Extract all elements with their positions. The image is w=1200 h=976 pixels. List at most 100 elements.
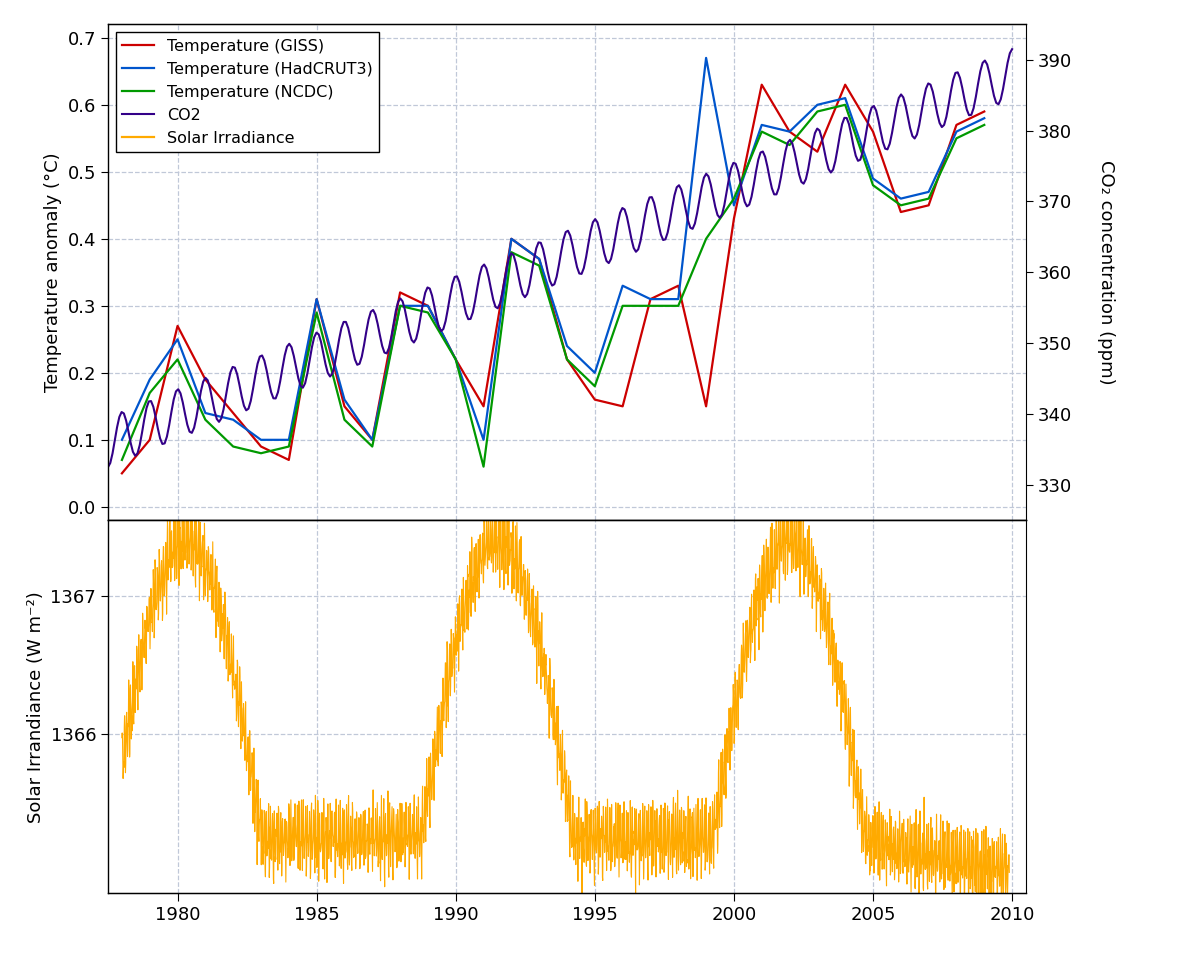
Temperature (HadCRUT3) (671, 293, 685, 305)
Temperature (NCDC) (532, 260, 546, 271)
Solar Irradiance (115, 732, 130, 744)
Temperature (NCDC) (559, 353, 575, 365)
Temperature (HadCRUT3) (755, 119, 769, 131)
Line: Temperature (NCDC): Temperature (NCDC) (122, 104, 984, 467)
Temperature (NCDC) (170, 353, 185, 365)
Temperature (GISS) (504, 233, 518, 245)
Temperature (NCDC) (226, 441, 240, 453)
Temperature (NCDC) (866, 180, 881, 191)
Temperature (NCDC) (949, 133, 964, 144)
Temperature (GISS) (337, 400, 352, 412)
Temperature (GISS) (727, 213, 742, 224)
Temperature (HadCRUT3) (782, 126, 797, 138)
Temperature (HadCRUT3) (532, 253, 546, 264)
Solar Irradiance (929, 903, 943, 915)
Temperature (NCDC) (838, 99, 852, 110)
Temperature (HadCRUT3) (949, 126, 964, 138)
Temperature (HadCRUT3) (282, 434, 296, 446)
Temperature (HadCRUT3) (198, 407, 212, 419)
Temperature (HadCRUT3) (170, 334, 185, 346)
Temperature (GISS) (922, 199, 936, 211)
Temperature (GISS) (254, 441, 269, 453)
Temperature (HadCRUT3) (449, 353, 463, 365)
Temperature (NCDC) (616, 300, 630, 311)
Temperature (GISS) (698, 400, 713, 412)
Temperature (NCDC) (922, 192, 936, 204)
Solar Irradiance (269, 854, 283, 866)
Temperature (GISS) (949, 119, 964, 131)
Temperature (HadCRUT3) (866, 173, 881, 184)
Temperature (GISS) (421, 300, 436, 311)
Solar Irradiance (455, 597, 469, 609)
Solar Irradiance (1002, 867, 1016, 878)
Line: CO2: CO2 (108, 49, 1012, 468)
Temperature (HadCRUT3) (365, 434, 379, 446)
Temperature (NCDC) (810, 105, 824, 117)
Temperature (NCDC) (755, 126, 769, 138)
Solar Irradiance (790, 491, 804, 503)
CO2 (758, 151, 773, 163)
Temperature (NCDC) (504, 246, 518, 258)
Temperature (NCDC) (337, 414, 352, 426)
Temperature (GISS) (977, 105, 991, 117)
Y-axis label: Temperature anomaly (°C): Temperature anomaly (°C) (44, 152, 62, 392)
Temperature (GISS) (143, 434, 157, 446)
Temperature (HadCRUT3) (143, 374, 157, 386)
Temperature (HadCRUT3) (643, 293, 658, 305)
Temperature (HadCRUT3) (115, 434, 130, 446)
Temperature (HadCRUT3) (559, 341, 575, 352)
Temperature (HadCRUT3) (727, 199, 742, 211)
Solar Irradiance (216, 610, 230, 622)
Temperature (GISS) (838, 79, 852, 91)
Temperature (GISS) (671, 280, 685, 292)
CO2 (458, 307, 473, 319)
Temperature (NCDC) (671, 300, 685, 311)
Temperature (HadCRUT3) (392, 300, 407, 311)
Temperature (NCDC) (643, 300, 658, 311)
Temperature (NCDC) (476, 461, 491, 472)
CO2 (101, 462, 115, 473)
Solar Irradiance (493, 495, 508, 507)
Temperature (HadCRUT3) (421, 300, 436, 311)
Temperature (HadCRUT3) (810, 99, 824, 110)
Temperature (NCDC) (365, 441, 379, 453)
Temperature (HadCRUT3) (337, 393, 352, 405)
Temperature (GISS) (588, 393, 602, 405)
Temperature (GISS) (449, 353, 463, 365)
Temperature (GISS) (170, 320, 185, 332)
Line: Temperature (HadCRUT3): Temperature (HadCRUT3) (122, 58, 984, 440)
CO2 (1004, 43, 1019, 55)
CO2 (395, 296, 409, 307)
Temperature (NCDC) (782, 140, 797, 151)
Temperature (GISS) (755, 79, 769, 91)
Line: Temperature (GISS): Temperature (GISS) (122, 85, 984, 473)
Temperature (GISS) (198, 374, 212, 386)
Temperature (GISS) (115, 468, 130, 479)
Legend: Temperature (GISS), Temperature (HadCRUT3), Temperature (NCDC), CO2, Solar Irrad: Temperature (GISS), Temperature (HadCRUT… (116, 32, 379, 152)
Temperature (GISS) (476, 400, 491, 412)
Temperature (GISS) (559, 353, 575, 365)
Temperature (GISS) (866, 126, 881, 138)
Temperature (GISS) (643, 293, 658, 305)
Temperature (HadCRUT3) (476, 434, 491, 446)
CO2 (754, 146, 768, 158)
Temperature (HadCRUT3) (894, 192, 908, 204)
Temperature (GISS) (282, 454, 296, 466)
Temperature (HadCRUT3) (226, 414, 240, 426)
Temperature (NCDC) (698, 233, 713, 245)
Temperature (NCDC) (143, 387, 157, 399)
Temperature (HadCRUT3) (922, 186, 936, 198)
Temperature (NCDC) (392, 300, 407, 311)
Temperature (GISS) (365, 434, 379, 446)
Solar Irradiance (985, 833, 1000, 844)
Temperature (NCDC) (727, 192, 742, 204)
Y-axis label: Solar Irrandiance (W m⁻²): Solar Irrandiance (W m⁻²) (26, 590, 44, 823)
Y-axis label: CO₂ concentration (ppm): CO₂ concentration (ppm) (1097, 160, 1115, 385)
Temperature (GISS) (310, 293, 324, 305)
Temperature (NCDC) (282, 441, 296, 453)
CO2 (670, 182, 684, 193)
Line: Solar Irradiance: Solar Irradiance (122, 497, 1009, 909)
Temperature (HadCRUT3) (504, 233, 518, 245)
Temperature (HadCRUT3) (254, 434, 269, 446)
Temperature (GISS) (810, 145, 824, 157)
